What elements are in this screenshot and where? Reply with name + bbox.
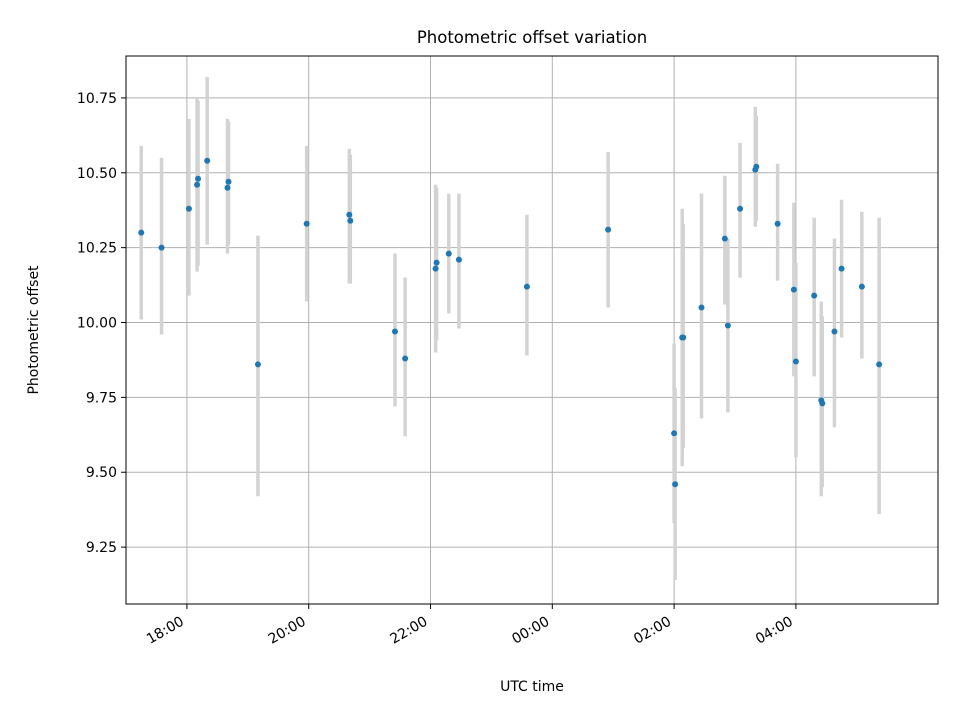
data-points <box>138 157 883 488</box>
y-axis-label: Photometric offset <box>26 265 42 395</box>
x-axis-ticks: 18:00 20:00 22:00 00:00 02:00 04:00 <box>144 604 797 648</box>
x-tick-label: 18:00 <box>144 614 187 648</box>
data-point <box>185 205 192 212</box>
data-point <box>391 328 398 335</box>
y-axis-ticks: 9.25 9.50 9.75 10.00 10.25 10.50 10.75 <box>77 91 126 556</box>
data-point <box>605 226 612 233</box>
data-point <box>876 361 883 368</box>
data-point <box>194 181 201 188</box>
y-tick-label: 9.75 <box>86 390 117 406</box>
y-tick-label: 9.25 <box>86 540 117 556</box>
data-point <box>254 361 261 368</box>
data-point <box>721 235 728 242</box>
data-point <box>790 286 797 293</box>
data-point <box>680 334 687 341</box>
data-point <box>811 292 818 299</box>
data-point <box>724 322 731 329</box>
data-point <box>158 244 165 251</box>
data-point <box>672 481 679 488</box>
x-tick-label: 02:00 <box>631 614 674 648</box>
data-point <box>432 265 439 272</box>
x-axis-label: UTC time <box>500 679 564 695</box>
y-tick-label: 10.00 <box>77 316 117 332</box>
data-point <box>774 220 781 227</box>
data-point <box>792 358 799 365</box>
error-bars <box>139 76 881 581</box>
y-tick-label: 10.25 <box>77 241 117 257</box>
data-point <box>347 217 354 224</box>
data-point <box>858 283 865 290</box>
data-point <box>402 355 409 362</box>
grid <box>126 56 938 604</box>
plot-frame <box>125 55 939 605</box>
x-tick-label: 22:00 <box>388 614 431 648</box>
data-point <box>204 157 211 164</box>
data-point <box>224 184 231 191</box>
data-point <box>346 211 353 218</box>
data-point <box>303 220 310 227</box>
data-point <box>671 430 678 437</box>
data-point <box>445 250 452 257</box>
x-tick-label: 04:00 <box>753 614 796 648</box>
chart-title: Photometric offset variation <box>417 28 647 47</box>
y-tick-label: 10.75 <box>77 91 117 107</box>
data-point <box>753 163 760 170</box>
x-tick-label: 00:00 <box>509 614 552 648</box>
y-tick-label: 9.50 <box>86 465 117 481</box>
data-point <box>737 205 744 212</box>
data-point <box>523 283 530 290</box>
y-tick-label: 10.50 <box>77 166 117 182</box>
data-point <box>819 400 826 407</box>
data-point <box>433 259 440 266</box>
data-point <box>698 304 705 311</box>
data-point <box>831 328 838 335</box>
data-point <box>455 256 462 263</box>
data-point <box>225 178 232 185</box>
data-point <box>195 175 202 182</box>
x-tick-label: 20:00 <box>266 614 309 648</box>
data-point <box>838 265 845 272</box>
data-point <box>138 229 145 236</box>
